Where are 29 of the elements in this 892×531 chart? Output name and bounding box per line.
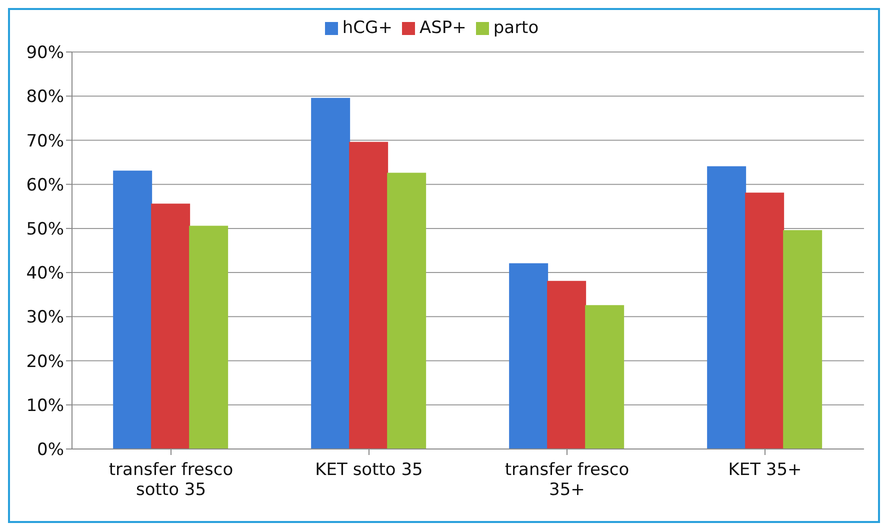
bar [745,192,784,449]
y-tick-label: 20% [26,352,64,372]
x-tick-label: transfer fresco sotto 35 [108,460,234,500]
bar [151,204,190,449]
x-tick-label: transfer fresco 35+ [504,460,630,500]
y-tick-label: 80% [26,87,64,108]
y-tick-label: 60% [26,175,64,196]
y-tick-label: 10% [26,396,64,416]
bar [707,166,746,449]
legend-label: ASP+ [419,18,466,38]
y-tick-label: 50% [26,219,64,240]
bar [349,142,388,449]
legend-label: parto [493,18,539,38]
x-tick-label: KET 35+ [728,460,802,480]
legend-label: hCG+ [342,18,392,38]
bar [311,98,350,449]
y-tick-label: 70% [26,131,64,152]
y-tick-label: 40% [26,264,64,284]
x-tick-label: KET sotto 35 [315,460,423,480]
bar [783,230,822,449]
bar [509,263,548,449]
y-tick-label: 0% [37,440,64,460]
bar [189,226,228,449]
bar [387,172,426,449]
y-tick-label: 90% [26,43,64,64]
bar [547,280,586,449]
bar [113,170,152,449]
y-tick-label: 30% [26,308,64,328]
bar [585,305,624,449]
